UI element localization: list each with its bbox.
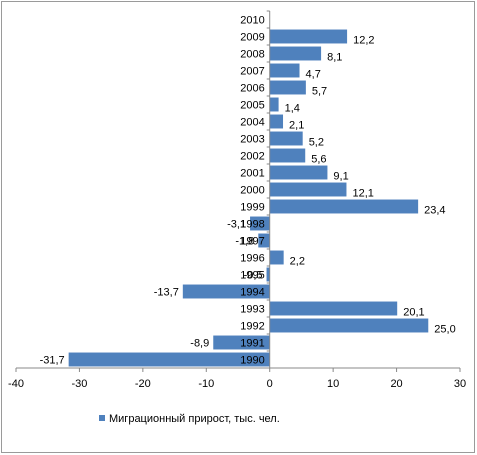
data-label-1993: 20,1 bbox=[403, 307, 424, 319]
data-label-1997: -1,8 bbox=[235, 236, 254, 248]
x-tick-label: 30 bbox=[454, 378, 466, 390]
bar-1992 bbox=[269, 318, 429, 333]
legend: Миграционный прирост, тыс. чел. bbox=[99, 413, 280, 425]
category-label-2005: 2005 bbox=[240, 100, 264, 112]
bar-2004 bbox=[269, 114, 284, 129]
category-label-2006: 2006 bbox=[240, 83, 264, 95]
bar-2009 bbox=[269, 29, 348, 44]
data-label-1995: -0,5 bbox=[244, 270, 263, 282]
bar-1994 bbox=[182, 284, 270, 299]
data-label-2007: 4,7 bbox=[306, 69, 321, 81]
bar-2000 bbox=[269, 182, 347, 197]
category-label-1991: 1991 bbox=[240, 338, 264, 350]
category-label-2008: 2008 bbox=[240, 49, 264, 61]
data-label-1999: 23,4 bbox=[424, 205, 445, 217]
data-label-1994: -13,7 bbox=[154, 287, 179, 299]
category-label-2000: 2000 bbox=[240, 185, 264, 197]
bar-2002 bbox=[269, 148, 306, 163]
category-label-2004: 2004 bbox=[240, 117, 264, 129]
category-label-1997: 1997 bbox=[240, 236, 264, 248]
bar-1991 bbox=[213, 335, 270, 350]
data-label-1998: -3,1 bbox=[227, 219, 246, 231]
category-label-1996: 1996 bbox=[240, 253, 264, 265]
x-tick-label: -20 bbox=[135, 378, 151, 390]
category-label-2010: 2010 bbox=[240, 15, 264, 27]
category-label-1992: 1992 bbox=[240, 321, 264, 333]
x-tick-label: 0 bbox=[267, 378, 273, 390]
data-label-2000: 12,1 bbox=[352, 188, 373, 200]
data-label-2009: 12,2 bbox=[353, 35, 374, 47]
category-label-1994: 1994 bbox=[240, 287, 264, 299]
bar-1995 bbox=[266, 267, 270, 282]
bar-1997 bbox=[258, 233, 270, 248]
data-label-1991: -8,9 bbox=[190, 338, 209, 350]
labels-layer: -40 -30 -20 -10 0 10 20 30 2010 2009 12,2 2008 8,1 20… bbox=[8, 15, 466, 391]
axis-layer bbox=[15, 10, 461, 372]
category-label-2001: 2001 bbox=[240, 168, 264, 180]
legend-swatch bbox=[99, 415, 105, 421]
x-tick-label: 20 bbox=[390, 378, 402, 390]
category-label-1999: 1999 bbox=[240, 202, 264, 214]
x-tick-label: -40 bbox=[8, 378, 24, 390]
category-label-1998: 1998 bbox=[240, 219, 264, 231]
data-label-2005: 1,4 bbox=[285, 103, 300, 115]
data-label-2002: 5,6 bbox=[311, 154, 326, 166]
x-tick-label: -30 bbox=[71, 378, 87, 390]
category-label-1995: 1995 bbox=[240, 270, 264, 282]
data-label-1992: 25,0 bbox=[434, 324, 455, 336]
data-label-1996: 2,2 bbox=[290, 256, 305, 268]
category-label-2002: 2002 bbox=[240, 151, 264, 163]
x-tick-label: -10 bbox=[198, 378, 214, 390]
category-label-2009: 2009 bbox=[240, 32, 264, 44]
bar-1993 bbox=[269, 301, 398, 316]
bar-2003 bbox=[269, 131, 303, 146]
bar-2007 bbox=[269, 63, 300, 78]
data-label-1990: -31,7 bbox=[40, 355, 65, 367]
data-label-2004: 2,1 bbox=[289, 120, 304, 132]
category-label-1993: 1993 bbox=[240, 304, 264, 316]
bar-1998 bbox=[250, 216, 270, 231]
x-tick-label: 10 bbox=[327, 378, 339, 390]
category-label-1990: 1990 bbox=[240, 355, 264, 367]
bar-1996 bbox=[269, 250, 284, 265]
bar-1999 bbox=[269, 199, 419, 214]
data-label-2003: 5,2 bbox=[309, 137, 324, 149]
bar-2008 bbox=[269, 46, 322, 61]
bars-layer bbox=[68, 29, 429, 367]
data-label-2006: 5,7 bbox=[312, 86, 327, 98]
data-label-2008: 8,1 bbox=[327, 52, 342, 64]
legend-label: Миграционный прирост, тыс. чел. bbox=[109, 413, 280, 425]
category-label-2007: 2007 bbox=[240, 66, 264, 78]
bar-2001 bbox=[269, 165, 328, 180]
bar-2005 bbox=[269, 97, 279, 112]
bar-1990 bbox=[68, 352, 270, 367]
bar-2006 bbox=[269, 80, 306, 95]
category-label-2003: 2003 bbox=[240, 134, 264, 146]
data-label-2001: 9,1 bbox=[333, 171, 348, 183]
